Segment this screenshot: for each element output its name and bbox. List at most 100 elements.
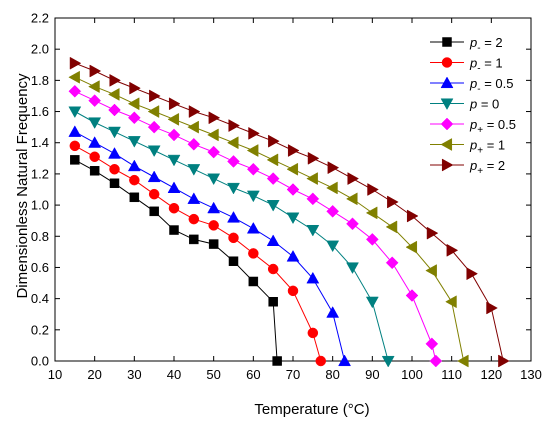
x-tick-label: 100 — [401, 367, 423, 382]
data-point — [429, 354, 443, 368]
legend-label: p- = 0.5 — [469, 76, 513, 95]
data-point — [246, 162, 260, 176]
x-tick-label: 60 — [246, 367, 260, 382]
data-point — [207, 145, 221, 159]
data-point — [385, 220, 398, 234]
data-point — [168, 202, 180, 214]
data-point — [266, 172, 280, 185]
data-point — [306, 224, 320, 237]
series-5 — [68, 70, 469, 368]
data-point — [345, 192, 358, 206]
data-point — [227, 155, 240, 168]
data-point — [425, 337, 439, 351]
data-point — [147, 145, 161, 158]
x-tick-label: 70 — [286, 367, 300, 382]
x-tick-label: 80 — [325, 367, 339, 382]
data-point — [167, 154, 181, 167]
series-4 — [68, 84, 443, 368]
legend-label: p+ = 2 — [469, 158, 505, 177]
legend-label: p- = 2 — [469, 35, 503, 54]
data-point — [189, 234, 199, 245]
x-tick-label: 50 — [206, 367, 220, 382]
data-point — [286, 162, 299, 176]
data-point — [327, 161, 340, 175]
legend-label: p = 0 — [469, 97, 499, 112]
data-point — [286, 183, 300, 196]
legend-label: p+ = 0.5 — [469, 117, 516, 136]
y-tick-label: 0.0 — [31, 354, 49, 369]
data-point — [405, 289, 419, 302]
data-point — [272, 356, 282, 366]
data-point — [187, 192, 201, 204]
data-point — [127, 136, 141, 148]
data-point — [248, 248, 259, 259]
x-tick-label: 40 — [167, 367, 181, 382]
data-point — [365, 233, 379, 246]
data-point — [207, 128, 219, 142]
data-point — [227, 182, 240, 195]
data-point — [228, 232, 239, 244]
x-axis-title: Temperature (°C) — [254, 401, 369, 418]
data-point — [167, 181, 181, 193]
legend-marker — [440, 117, 454, 131]
data-point — [226, 136, 239, 150]
data-point — [108, 147, 121, 159]
data-point — [287, 285, 299, 297]
data-point — [147, 170, 161, 183]
data-point — [129, 174, 140, 186]
data-point — [286, 250, 300, 262]
legend-item: p = 0 — [430, 97, 499, 112]
data-point — [187, 164, 201, 176]
y-tick-label: 1.2 — [31, 166, 49, 181]
data-point — [268, 297, 278, 307]
data-point — [168, 97, 181, 111]
legend-label: p+ = 1 — [469, 138, 505, 157]
x-tick-label: 120 — [480, 367, 502, 382]
data-point — [486, 301, 498, 315]
data-point — [108, 126, 121, 139]
y-tick-label: 0.6 — [31, 260, 49, 275]
data-point — [69, 140, 81, 152]
data-point — [187, 120, 199, 134]
y-tick-label: 2.0 — [31, 42, 49, 57]
data-point — [307, 327, 319, 339]
data-point — [228, 256, 239, 266]
data-point — [108, 103, 121, 117]
data-point — [68, 125, 82, 137]
data-point — [306, 192, 320, 206]
x-tick-label: 90 — [365, 367, 379, 382]
data-point — [498, 354, 510, 368]
data-point — [187, 137, 201, 151]
data-point — [381, 355, 395, 368]
data-point — [129, 192, 140, 203]
x-tick-label: 20 — [87, 367, 101, 382]
y-tick-label: 0.4 — [31, 291, 49, 306]
data-point — [286, 212, 300, 225]
data-point — [149, 206, 159, 217]
data-point — [326, 181, 338, 195]
data-point — [445, 295, 457, 309]
data-point — [365, 206, 378, 220]
legend: p- = 2 p- = 1p- = 0.5 p = 0 p+ = 0.5 p+ = 1p… — [430, 35, 516, 177]
data-point — [347, 172, 360, 186]
data-point — [365, 296, 379, 309]
data-point — [315, 355, 327, 367]
data-point — [266, 234, 280, 246]
data-point — [68, 84, 82, 98]
data-point — [266, 153, 279, 167]
x-tick-label: 10 — [48, 367, 62, 382]
data-point — [267, 263, 279, 275]
data-point — [227, 211, 240, 223]
data-point — [326, 240, 340, 253]
data-point — [147, 105, 160, 118]
data-point — [208, 111, 221, 125]
data-point — [68, 106, 82, 119]
legend-item: p+ = 1 — [430, 138, 505, 157]
data-point — [326, 204, 340, 218]
data-point — [387, 195, 399, 209]
data-point — [246, 144, 259, 157]
data-point — [446, 243, 459, 257]
data-point — [208, 220, 219, 231]
y-tick-label: 2.2 — [31, 11, 49, 26]
y-tick-label: 1.4 — [31, 135, 49, 150]
